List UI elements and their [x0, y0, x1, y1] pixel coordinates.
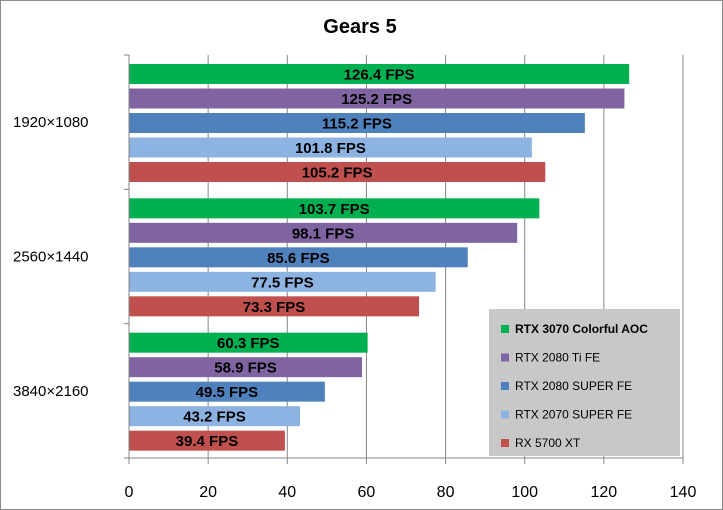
bar-rtx-2080-ti-fe-2560-1440 — [129, 222, 518, 243]
legend-label-rtx-3070-colorful-aoc: RTX 3070 Colorful AOC — [515, 322, 648, 336]
x-tick-label-120: 120 — [591, 484, 618, 501]
legend-swatch-rtx-2070-super-fe — [501, 410, 509, 419]
x-tick-label-80: 80 — [437, 484, 455, 501]
data-label-rtx-2080-ti-fe-2560-1440: 98.1 FPS — [292, 225, 355, 242]
y-tick-label-2560-1440: 2560×1440 — [13, 249, 89, 266]
x-tick-label-0: 0 — [125, 484, 134, 501]
data-label-rtx-2070-super-fe-2560-1440: 77.5 FPS — [251, 274, 314, 291]
legend-box — [489, 309, 680, 456]
data-label-rtx-2080-super-fe-1920-1080: 115.2 FPS — [322, 116, 392, 133]
bar-rx-5700-xt-1920-1080 — [129, 162, 546, 182]
bar-rtx-2070-super-fe-2560-1440 — [129, 271, 436, 292]
legend-label-rx-5700-xt: RX 5700 XT — [515, 436, 581, 450]
x-tick-label-100: 100 — [511, 484, 538, 501]
x-tick-label-40: 40 — [278, 484, 296, 501]
data-label-rtx-3070-colorful-aoc-1920-1080: 126.4 FPS — [344, 67, 415, 84]
data-label-rtx-2080-ti-fe-1920-1080: 125.2 FPS — [341, 91, 412, 108]
legend-swatch-rtx-2080-super-fe — [501, 382, 509, 390]
data-label-rtx-2080-super-fe-2560-1440: 85.6 FPS — [267, 250, 330, 267]
bar-rtx-2070-super-fe-3840-2160 — [129, 406, 300, 427]
bar-rtx-2080-ti-fe-3840-2160 — [129, 357, 363, 378]
data-label-rtx-3070-colorful-aoc-2560-1440: 103.7 FPS — [299, 201, 370, 218]
legend-label-rtx-2080-ti-fe: RTX 2080 Ti FE — [515, 351, 600, 365]
bar-rtx-3070-colorful-aoc-3840-2160 — [129, 332, 368, 353]
legend-label-rtx-2080-super-fe: RTX 2080 SUPER FE — [515, 379, 632, 393]
bar-rx-5700-xt-2560-1440 — [129, 296, 420, 317]
legend-label-rtx-2070-super-fe: RTX 2070 SUPER FE — [515, 408, 632, 422]
bar-rtx-3070-colorful-aoc-2560-1440 — [129, 198, 540, 219]
bar-rtx-2080-super-fe-1920-1080 — [129, 113, 585, 133]
y-tick-label-1920-1080: 1920×1080 — [13, 114, 89, 131]
data-label-rtx-3070-colorful-aoc-3840-2160: 60.3 FPS — [217, 335, 280, 352]
legend-swatch-rtx-2080-ti-fe — [501, 353, 509, 362]
bars: 126.4 FPS 125.2 FPS 115.2 FPS 101.8 FPS 105.… — [129, 64, 630, 451]
bar-rtx-3070-colorful-aoc-1920-1080 — [129, 64, 630, 84]
bar-rtx-2080-super-fe-2560-1440 — [129, 247, 468, 268]
data-label-rtx-2080-super-fe-3840-2160: 49.5 FPS — [196, 384, 259, 401]
y-tick-label-3840-2160: 3840×2160 — [13, 383, 89, 400]
bar-rtx-2080-ti-fe-1920-1080 — [129, 88, 625, 109]
x-tick-label-140: 140 — [670, 484, 697, 501]
bar-rx-5700-xt-3840-2160 — [129, 430, 285, 451]
data-label-rtx-2070-super-fe-3840-2160: 43.2 FPS — [183, 409, 246, 426]
data-label-rtx-2070-super-fe-1920-1080: 101.8 FPS — [295, 140, 366, 157]
legend-swatch-rx-5700-xt — [501, 439, 509, 447]
data-label-rtx-2080-ti-fe-3840-2160: 58.9 FPS — [214, 360, 277, 377]
x-tick-label-20: 20 — [199, 484, 217, 501]
bar-rtx-2070-super-fe-1920-1080 — [129, 137, 532, 158]
bar-rtx-2080-super-fe-3840-2160 — [129, 381, 325, 402]
legend-swatch-rtx-3070-colorful-aoc — [501, 325, 509, 333]
axes: 0 20 40 60 80 100 120 140 1920×1080 2560×1440 3840… — [13, 54, 697, 501]
legend: RTX 3070 Colorful AOC RTX 2080 Ti FE RTX 2… — [489, 309, 680, 456]
data-label-rx-5700-xt-2560-1440: 73.3 FPS — [243, 299, 306, 316]
x-tick-label-60: 60 — [358, 484, 376, 501]
chart-title: Gears 5 — [323, 16, 396, 38]
data-label-rx-5700-xt-3840-2160: 39.4 FPS — [176, 433, 239, 450]
data-label-rx-5700-xt-1920-1080: 105.2 FPS — [302, 165, 373, 182]
